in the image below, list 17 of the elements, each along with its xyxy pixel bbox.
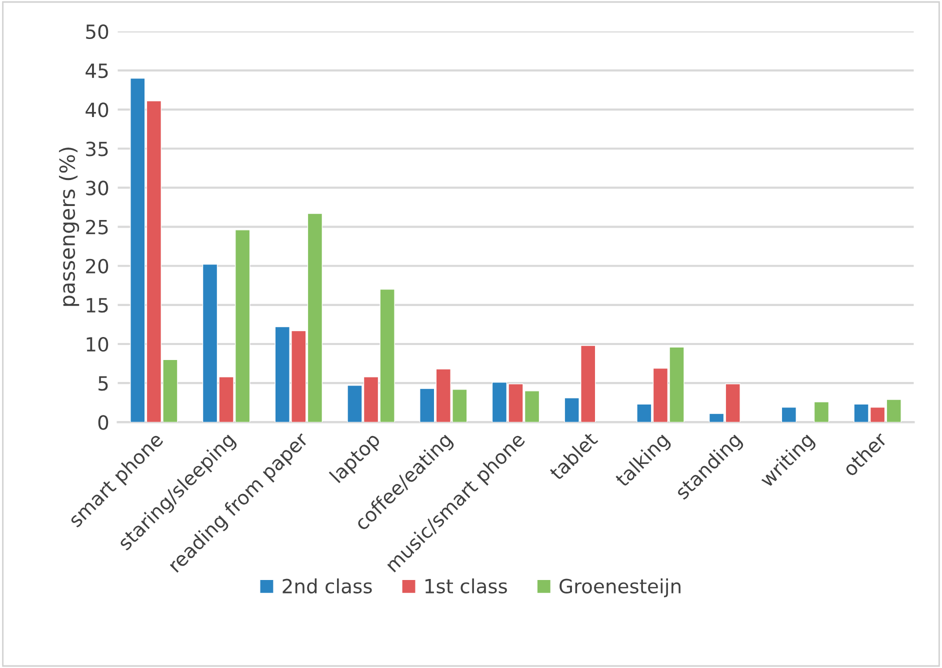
bar: [781, 406, 796, 422]
y-tick-label: 35: [86, 142, 108, 156]
y-tick-label: 25: [86, 220, 108, 234]
legend-label: 2nd class: [282, 578, 372, 594]
y-axis-title: passengers (%): [58, 148, 80, 306]
y-tick-label: 0: [98, 415, 108, 430]
y-tick-label: 45: [86, 64, 108, 78]
y-tick-label: 5: [98, 376, 108, 391]
y-tick-label: 10: [86, 336, 108, 352]
legend-label: Groenesteijn: [560, 578, 680, 598]
legend-label: 1st class: [425, 578, 507, 594]
y-tick-label: 30: [86, 180, 108, 196]
bar: [814, 402, 830, 422]
y-tick-label: 20: [86, 258, 108, 274]
y-tick-label: 40: [86, 102, 108, 118]
y-tick-label: 15: [86, 298, 108, 313]
y-tick-label: 50: [86, 24, 108, 40]
